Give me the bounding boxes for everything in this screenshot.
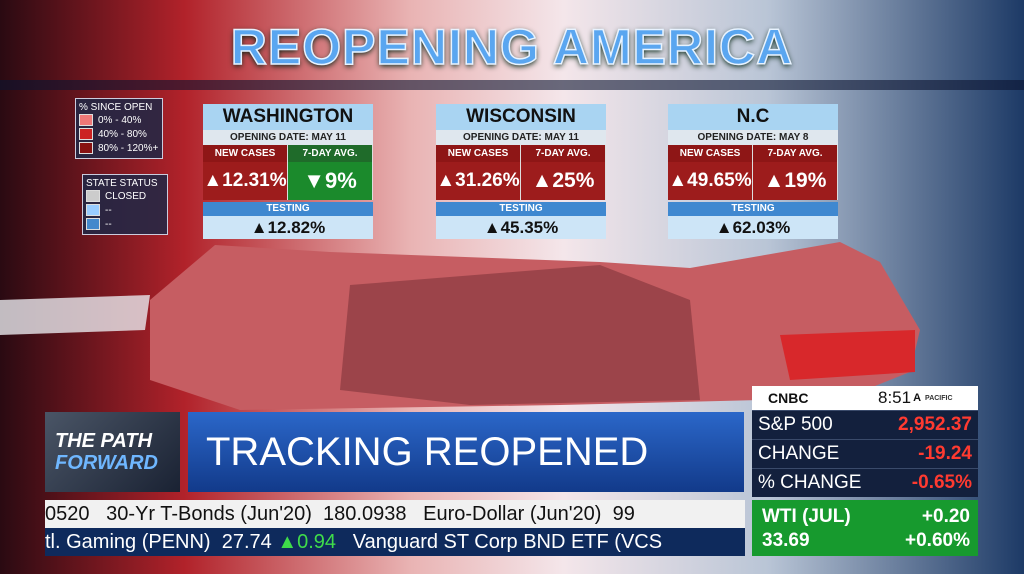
label-row: NEW CASES 7-DAY AVG. [203, 145, 373, 162]
market-panel: CNBC 8:51 A PACIFIC S&P 500 2,952.37 CHANG… [752, 386, 978, 497]
swatch [86, 204, 100, 216]
legend-item: -- [86, 203, 164, 217]
legend-item: -- [86, 217, 164, 231]
label: TESTING [668, 202, 838, 216]
commodity-change: +0.20 [921, 506, 970, 527]
market-value: -19.24 [918, 443, 972, 464]
legend-label: -- [105, 204, 112, 216]
show-line: THE PATH [55, 430, 153, 452]
legend-label: 0% - 40% [98, 114, 142, 126]
market-value: -0.65% [911, 472, 972, 493]
clock: 8:51 [878, 388, 912, 407]
market-rows: S&P 500 2,952.37 CHANGE -19.24 % CHANGE -0.65… [752, 410, 978, 497]
label: NEW CASES [668, 145, 753, 162]
clock-zone: PACIFIC [925, 394, 953, 402]
stage-bar [0, 80, 1024, 90]
commodity-price: 33.69 [762, 530, 810, 551]
market-row: % CHANGE -0.65% [752, 468, 978, 497]
commodity-name: WTI (JUL) [762, 506, 851, 527]
state-name: WISCONSIN [436, 104, 606, 130]
swatch [79, 142, 93, 154]
alaska-outline [0, 295, 150, 335]
legend-label: CLOSED [105, 190, 147, 202]
state-card: WASHINGTON OPENING DATE: MAY 11 NEW CASES 7… [203, 104, 373, 239]
label: NEW CASES [436, 145, 521, 162]
testing: ▲12.82% [203, 216, 373, 239]
title: REOPENING AMERICA [230, 18, 794, 76]
commodity-pct: +0.60% [905, 530, 970, 551]
legend-title: % SINCE OPEN [79, 102, 153, 113]
new-cases: ▲31.26% [436, 162, 521, 200]
state-name: WASHINGTON [203, 104, 373, 130]
ticker-text: Vanguard ST Corp BND ETF (VCS [352, 531, 663, 553]
market-label: CHANGE [758, 443, 840, 464]
status-legend: STATE STATUS CLOSED -- -- [82, 174, 168, 235]
state-card: N.C OPENING DATE: MAY 8 NEW CASES 7-DAY AVG… [668, 104, 838, 239]
opening-date: OPENING DATE: MAY 8 [668, 130, 838, 145]
legend-item: 40% - 80% [79, 127, 159, 141]
label: 7-DAY AVG. [288, 145, 373, 162]
opening-date: OPENING DATE: MAY 11 [436, 130, 606, 145]
clock-ampm: A [913, 392, 922, 404]
label-row: NEW CASES 7-DAY AVG. [436, 145, 606, 162]
ticker-text: tl. Gaming (PENN) 27.74 [45, 531, 272, 553]
legend-item: 80% - 120%+ [79, 141, 159, 155]
label: 7-DAY AVG. [753, 145, 838, 162]
swatch [79, 128, 93, 140]
map-region [780, 330, 915, 380]
value-row: ▲31.26% ▲25% [436, 162, 606, 200]
market-label: % CHANGE [758, 472, 862, 493]
legend-title: STATE STATUS [86, 178, 158, 189]
label-row: NEW CASES 7-DAY AVG. [668, 145, 838, 162]
seven-day-avg: ▲25% [521, 162, 606, 200]
show-logo: THE PATH FORWARD [45, 412, 180, 492]
testing: ▲45.35% [436, 216, 606, 239]
market-value: 2,952.37 [898, 414, 972, 435]
legend: % SINCE OPEN 0% - 40% 40% - 80% 80% - 12… [75, 98, 163, 159]
opening-date: OPENING DATE: MAY 11 [203, 130, 373, 145]
value-row: ▲12.31% ▼9% [203, 162, 373, 200]
legend-label: 80% - 120%+ [98, 142, 159, 154]
commodity-box: WTI (JUL) +0.20 33.69 +0.60% [752, 500, 978, 556]
legend-item: CLOSED [86, 189, 164, 203]
market-header: CNBC 8:51 A PACIFIC [752, 386, 978, 410]
legend-label: 40% - 80% [98, 128, 147, 140]
market-row: S&P 500 2,952.37 [752, 410, 978, 439]
state-card: WISCONSIN OPENING DATE: MAY 11 NEW CASES 7-… [436, 104, 606, 239]
new-cases: ▲49.65% [668, 162, 753, 200]
network-logo: CNBC [768, 390, 809, 406]
swatch [79, 114, 93, 126]
value-row: ▲49.65% ▲19% [668, 162, 838, 200]
new-cases: ▲12.31% [203, 162, 288, 200]
label: TESTING [436, 202, 606, 216]
label: TESTING [203, 202, 373, 216]
swatch [86, 190, 100, 202]
market-row: CHANGE -19.24 [752, 439, 978, 468]
map-region [340, 265, 700, 405]
testing: ▲62.03% [668, 216, 838, 239]
ticker-line: 0520 30-Yr T-Bonds (Jun'20) 180.0938 Eur… [45, 500, 745, 528]
legend-label: -- [105, 218, 112, 230]
seven-day-avg: ▼9% [288, 162, 373, 200]
legend-item: 0% - 40% [79, 113, 159, 127]
seven-day-avg: ▲19% [753, 162, 838, 200]
market-label: S&P 500 [758, 414, 833, 435]
ticker-line: tl. Gaming (PENN) 27.74 ▲0.94 Vanguard S… [45, 528, 745, 556]
label: NEW CASES [203, 145, 288, 162]
label: 7-DAY AVG. [521, 145, 606, 162]
swatch [86, 218, 100, 230]
show-line: FORWARD [55, 452, 158, 474]
state-name: N.C [668, 104, 838, 130]
ticker-change: ▲0.94 [277, 531, 337, 553]
